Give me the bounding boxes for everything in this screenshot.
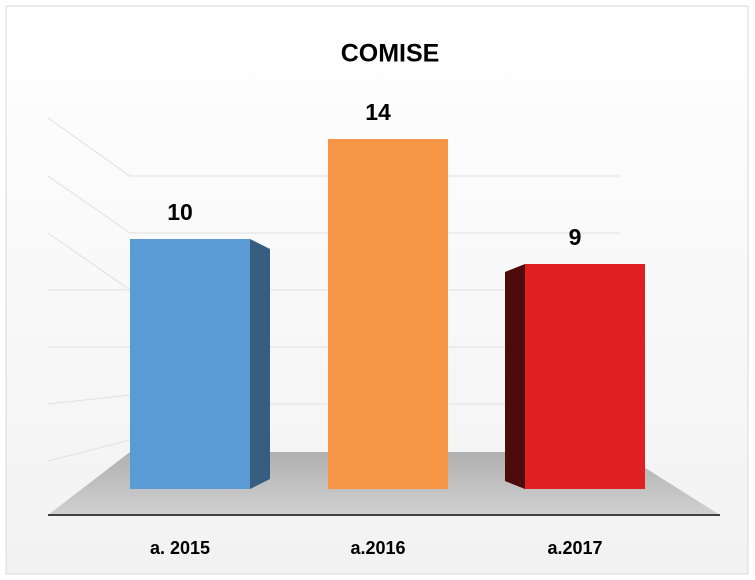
x-tick-label: a. 2015 — [150, 538, 210, 558]
bar — [328, 139, 448, 489]
bar — [130, 239, 250, 489]
bar — [525, 264, 645, 489]
bar-side — [250, 239, 270, 489]
x-tick-label: a.2017 — [547, 538, 602, 558]
chart-title: COMISE — [341, 40, 440, 68]
data-label: 10 — [167, 199, 193, 225]
data-label: 14 — [365, 99, 391, 125]
data-label: 9 — [569, 224, 582, 250]
bar-side — [505, 264, 525, 489]
x-tick-label: a.2016 — [350, 538, 405, 558]
